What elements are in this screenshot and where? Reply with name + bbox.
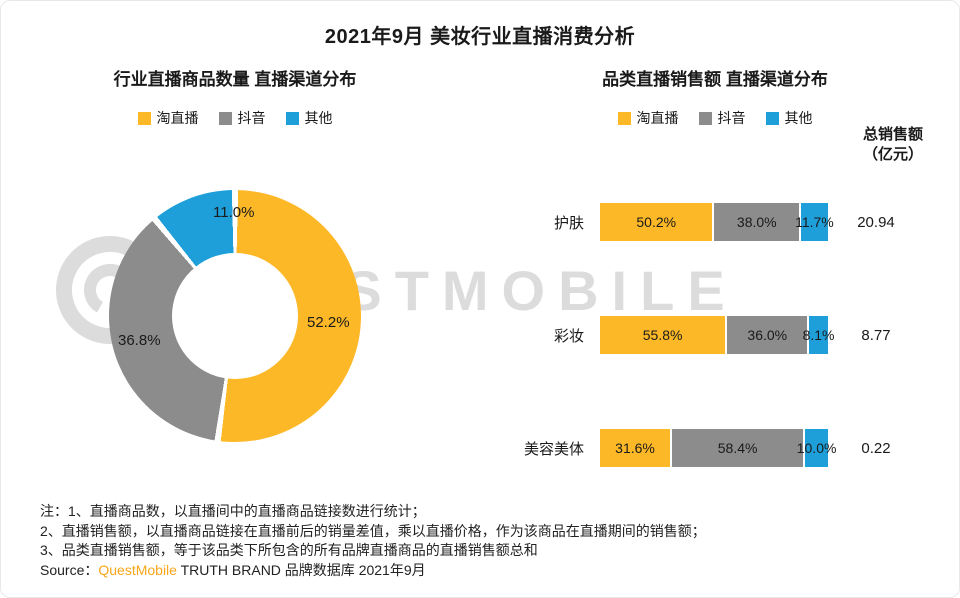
legend-swatch bbox=[218, 111, 232, 125]
bar-total-value: 0.22 bbox=[861, 439, 891, 457]
bar-segment-value: 50.2% bbox=[636, 214, 677, 230]
donut-label-douyin: 36.8% bbox=[118, 332, 161, 349]
notes: 注：1、直播商品数，以直播间中的直播商品链接数进行统计； 2、直播销售额，以直播… bbox=[40, 502, 930, 580]
note-line-2: 2、直播销售额，以直播商品链接在直播前后的销量差值，乘以直播价格，作为该商品在直… bbox=[40, 522, 706, 539]
note-line-1: 注：1、直播商品数，以直播间中的直播商品链接数进行统计； bbox=[40, 503, 426, 519]
legend-item: 抖音 bbox=[218, 108, 266, 128]
bar-segment-value: 11.7% bbox=[795, 214, 834, 230]
totals-header-line2: （亿元） bbox=[862, 146, 923, 163]
legend-label: 抖音 bbox=[717, 110, 746, 126]
bar-segment-value: 36.0% bbox=[747, 327, 788, 343]
bar-segment-taobao: 55.8% bbox=[600, 316, 728, 354]
source-suffix: TRUTH BRAND 品牌数据库 2021年9月 bbox=[176, 561, 426, 578]
bar-category-label: 护肤 bbox=[553, 214, 584, 232]
source-prefix: Source： bbox=[40, 561, 99, 578]
legend-label: 淘直播 bbox=[636, 110, 679, 126]
bar-row: 彩妆 55.8% 36.0% 8.1% 8.77 bbox=[498, 315, 960, 355]
bar-segment-value: 10.0% bbox=[796, 440, 837, 456]
source-line: Source：QuestMobile TRUTH BRAND 品牌数据库 202… bbox=[40, 561, 930, 581]
bar-segment-douyin: 38.0% bbox=[714, 203, 802, 241]
bar-segment-taobao: 31.6% bbox=[600, 429, 673, 467]
legend-label: 其他 bbox=[304, 110, 333, 126]
legend-item: 其他 bbox=[765, 108, 813, 128]
legend-item: 淘直播 bbox=[137, 108, 199, 128]
legend-label: 其他 bbox=[784, 110, 813, 126]
bar-total-value: 20.94 bbox=[857, 213, 895, 231]
bar-segment-value: 58.4% bbox=[717, 440, 758, 456]
legend-swatch bbox=[698, 111, 712, 125]
bar-segment-other: 8.1% bbox=[803, 316, 834, 354]
stacked-bar: 31.6% 58.4% 10.0% bbox=[600, 429, 836, 467]
totals-column-header: 总销售额 （亿元） bbox=[840, 125, 946, 165]
bar-total-value: 8.77 bbox=[861, 326, 891, 344]
donut-label-other: 11.0% bbox=[213, 204, 255, 221]
bar-segment-value: 55.8% bbox=[642, 327, 683, 343]
legend-swatch bbox=[765, 111, 779, 125]
bar-segment-douyin: 58.4% bbox=[672, 429, 806, 467]
bar-segment-douyin: 36.0% bbox=[727, 316, 810, 354]
legend-label: 抖音 bbox=[237, 110, 266, 126]
legend-item: 抖音 bbox=[698, 108, 746, 128]
bar-segment-value: 31.6% bbox=[615, 440, 655, 456]
source-brand: QuestMobile bbox=[98, 561, 177, 578]
note-line-3: 3、品类直播销售额，等于该品类下所包含的所有品牌直播商品的直播销售额总和 bbox=[40, 542, 538, 558]
totals-header-line1: 总销售额 bbox=[862, 126, 923, 143]
donut-hole bbox=[172, 253, 298, 379]
legend-item: 其他 bbox=[285, 108, 333, 128]
donut-chart: 52.2% 36.8% 11.0% bbox=[109, 190, 361, 442]
bar-segment-other: 10.0% bbox=[797, 429, 836, 467]
legend-swatch bbox=[137, 111, 151, 125]
donut-label-taobao: 52.2% bbox=[307, 314, 350, 331]
bar-chart-panel: 品类直播销售额 直播渠道分布 淘直播 抖音 其他 总销售额 （亿元） 护肤 50.2%… bbox=[470, 55, 960, 541]
legend-item: 淘直播 bbox=[617, 108, 679, 128]
legend-swatch bbox=[285, 111, 299, 125]
bar-row: 美容美体 31.6% 58.4% 10.0% 0.22 bbox=[498, 428, 960, 468]
legend-swatch bbox=[617, 111, 631, 125]
bar-segment-value: 38.0% bbox=[736, 214, 777, 230]
bar-segment-taobao: 50.2% bbox=[600, 203, 715, 241]
bar-category-label: 美容美体 bbox=[523, 440, 584, 458]
stacked-bar: 50.2% 38.0% 11.7% bbox=[600, 203, 834, 241]
bar-chart-title: 品类直播销售额 直播渠道分布 bbox=[602, 70, 828, 89]
channel-legend: 淘直播 抖音 其他 bbox=[470, 108, 960, 128]
bar-rows: 护肤 50.2% 38.0% 11.7% 20.94 彩妆 55.8% 36.0% 8.1% 8.… bbox=[470, 202, 960, 468]
bar-row: 护肤 50.2% 38.0% 11.7% 20.94 bbox=[498, 202, 960, 242]
donut-chart-panel: 行业直播商品数量 直播渠道分布 淘直播 抖音 其他 52.2% 36.8% 11.0… bbox=[0, 55, 470, 541]
channel-legend: 淘直播 抖音 其他 bbox=[0, 108, 470, 128]
legend-label: 淘直播 bbox=[156, 110, 199, 126]
page-title: 2021年9月 美妆行业直播消费分析 bbox=[324, 26, 636, 48]
bar-category-label: 彩妆 bbox=[553, 327, 584, 345]
charts-area: 行业直播商品数量 直播渠道分布 淘直播 抖音 其他 52.2% 36.8% 11.0… bbox=[0, 55, 960, 541]
stacked-bar: 55.8% 36.0% 8.1% bbox=[600, 316, 834, 354]
donut-chart-title: 行业直播商品数量 直播渠道分布 bbox=[113, 70, 357, 89]
bar-segment-value: 8.1% bbox=[802, 327, 835, 343]
bar-segment-other: 11.7% bbox=[795, 203, 834, 241]
